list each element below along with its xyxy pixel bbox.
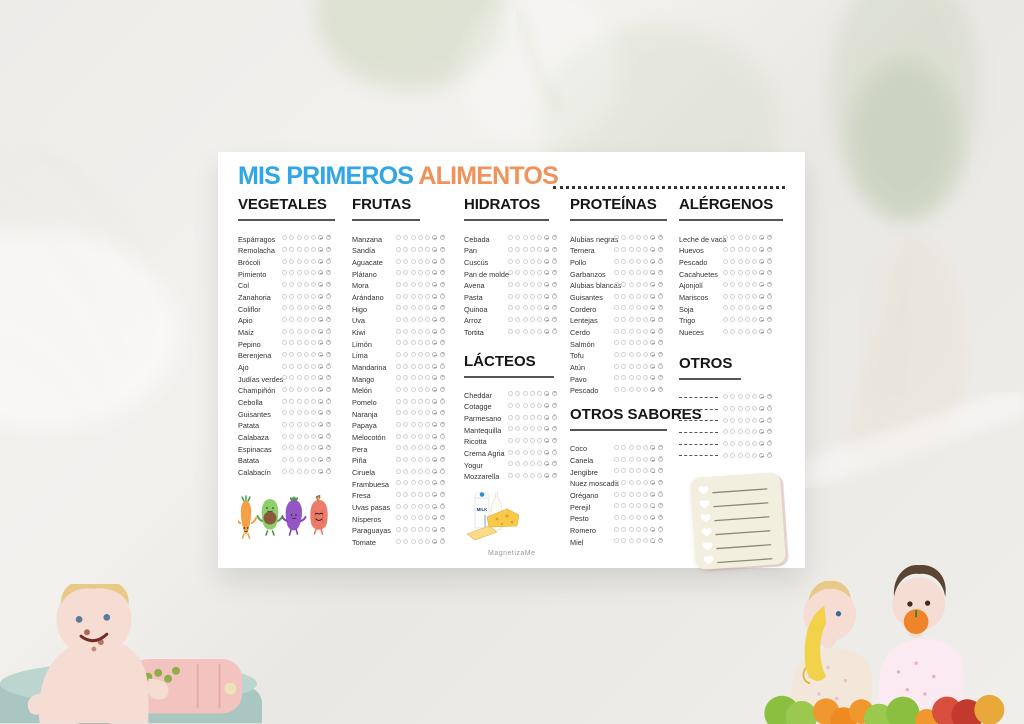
svg-text:MILK: MILK — [477, 507, 489, 512]
